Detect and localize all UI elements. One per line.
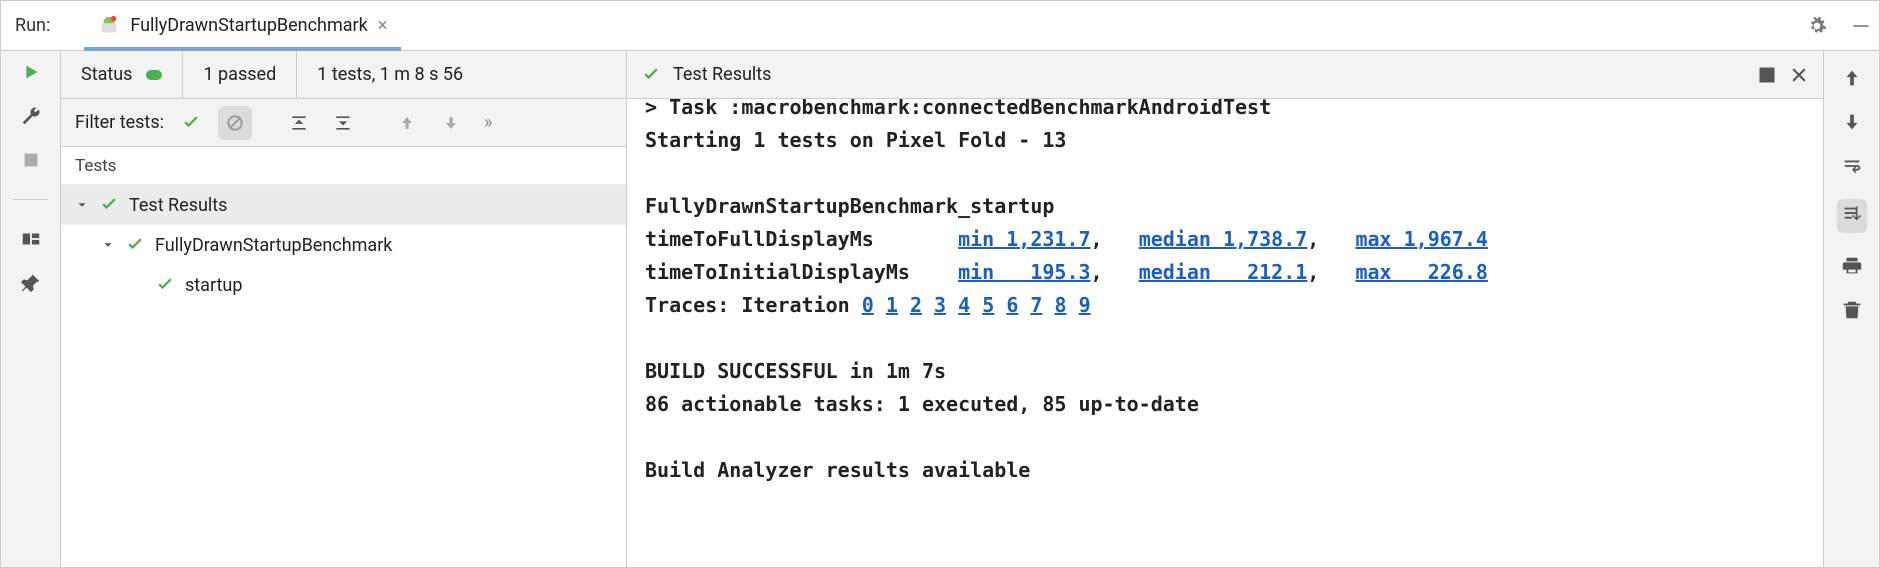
metric-max-link[interactable]: max 1,967.4 [1355, 227, 1487, 251]
passed-cell: 1 passed [183, 51, 297, 98]
right-gutter [1823, 51, 1879, 567]
scroll-end-icon [1841, 203, 1863, 225]
check-icon [181, 113, 201, 133]
test-tree: Test Results FullyDrawnStartupBenchmark … [61, 185, 626, 567]
main-area: Status 1 passed 1 tests, 1 m 8 s 56 Filt… [1, 51, 1879, 567]
filter-row: Filter tests: » [61, 99, 626, 147]
collapse-all-button[interactable] [326, 106, 360, 140]
tree-header-label: Tests [75, 156, 116, 176]
expand-all-button[interactable] [282, 106, 316, 140]
trace-iteration-link[interactable]: 2 [910, 293, 922, 317]
gear-icon[interactable] [1807, 16, 1827, 36]
tree-test-row[interactable]: startup [61, 265, 626, 305]
passed-count: 1 passed [203, 64, 276, 85]
metric-label: timeToFullDisplayMs [645, 227, 934, 251]
trace-iteration-link[interactable]: 5 [982, 293, 994, 317]
trace-iteration-link[interactable]: 8 [1055, 293, 1067, 317]
metric-max-link[interactable]: max 226.8 [1355, 260, 1487, 284]
tests-panel: Status 1 passed 1 tests, 1 m 8 s 56 Filt… [61, 51, 627, 567]
metric-median-link[interactable]: median 212.1 [1139, 260, 1308, 284]
trace-iteration-link[interactable]: 9 [1079, 293, 1091, 317]
chevron-down-icon [101, 238, 115, 252]
status-cell: Status [61, 51, 183, 98]
top-bar: Run: FullyDrawnStartupBenchmark × [1, 1, 1879, 51]
expand-icon [289, 113, 309, 133]
arrow-down-icon [441, 113, 461, 133]
trace-iteration-link[interactable]: 1 [886, 293, 898, 317]
pin-icon[interactable] [20, 272, 42, 294]
tree-class-row[interactable]: FullyDrawnStartupBenchmark [61, 225, 626, 265]
output-header: Test Results [627, 51, 1823, 99]
tree-root-label: Test Results [129, 195, 227, 216]
status-row: Status 1 passed 1 tests, 1 m 8 s 56 [61, 51, 626, 99]
android-icon [98, 15, 120, 37]
tab-title: FullyDrawnStartupBenchmark [130, 15, 367, 36]
show-ignored-button[interactable] [218, 106, 252, 140]
metric-min-link[interactable]: min 195.3 [958, 260, 1090, 284]
trace-iteration-link[interactable]: 4 [958, 293, 970, 317]
console-line: > Task :macrobenchmark:connectedBenchmar… [645, 99, 1805, 124]
check-icon [125, 235, 145, 255]
tree-class-label: FullyDrawnStartupBenchmark [155, 235, 392, 256]
console-line: FullyDrawnStartupBenchmark_startup [645, 194, 1054, 218]
left-gutter [1, 51, 61, 567]
gutter-separator [13, 199, 48, 200]
trash-icon[interactable] [1841, 299, 1863, 321]
traces-label: Traces: Iteration [645, 293, 862, 317]
tests-summary: 1 tests, 1 m 8 s 56 [317, 64, 463, 85]
filter-label: Filter tests: [75, 112, 164, 133]
check-icon [155, 275, 175, 295]
summary-cell: 1 tests, 1 m 8 s 56 [297, 51, 626, 98]
trace-iteration-link[interactable]: 7 [1030, 293, 1042, 317]
more-icon[interactable]: » [484, 112, 492, 133]
minimize-icon[interactable] [1851, 16, 1871, 36]
scroll-down-icon[interactable] [1841, 111, 1863, 133]
tree-root-row[interactable]: Test Results [61, 185, 626, 225]
run-label: Run: [15, 15, 50, 36]
metric-median-link[interactable]: median 1,738.7 [1139, 227, 1308, 251]
console-line: 86 actionable tasks: 1 executed, 85 up-t… [645, 392, 1199, 416]
layout-icon[interactable] [20, 228, 42, 250]
scroll-up-icon[interactable] [1841, 67, 1863, 89]
soft-wrap-icon[interactable] [1841, 155, 1863, 177]
trace-iteration-link[interactable]: 3 [934, 293, 946, 317]
output-title: Test Results [673, 64, 771, 85]
trace-iteration-link[interactable]: 0 [862, 293, 874, 317]
show-passed-button[interactable] [174, 106, 208, 140]
status-label: Status [81, 64, 132, 85]
output-panel: Test Results > Task :macrobenchmark:conn… [627, 51, 1823, 567]
scroll-to-end-button[interactable] [1837, 199, 1867, 233]
rerun-icon[interactable] [20, 61, 42, 83]
restore-window-icon[interactable] [1757, 65, 1777, 85]
arrow-up-icon [397, 113, 417, 133]
close-icon[interactable] [1789, 65, 1809, 85]
metric-min-link[interactable]: min 1,231.7 [958, 227, 1090, 251]
trace-iteration-link[interactable]: 6 [1006, 293, 1018, 317]
status-pill-icon [146, 70, 162, 80]
run-config-tab[interactable]: FullyDrawnStartupBenchmark × [84, 1, 401, 50]
console-line: BUILD SUCCESSFUL in 1m 7s [645, 359, 946, 383]
tree-header: Tests [61, 147, 626, 185]
check-icon [99, 195, 119, 215]
chevron-down-icon [75, 198, 89, 212]
next-failed-button[interactable] [434, 106, 468, 140]
stop-icon[interactable] [20, 149, 42, 171]
check-icon [641, 65, 661, 85]
close-tab-icon[interactable]: × [378, 15, 388, 36]
print-icon[interactable] [1841, 255, 1863, 277]
tree-test-label: startup [185, 275, 242, 296]
prev-failed-button[interactable] [390, 106, 424, 140]
wrench-icon[interactable] [20, 105, 42, 127]
disabled-icon [225, 113, 245, 133]
console-line: Starting 1 tests on Pixel Fold - 13 [645, 128, 1066, 152]
collapse-icon [333, 113, 353, 133]
console-line: Build Analyzer results available [645, 458, 1030, 482]
metric-label: timeToInitialDisplayMs [645, 260, 934, 284]
console-output[interactable]: > Task :macrobenchmark:connectedBenchmar… [627, 99, 1823, 567]
